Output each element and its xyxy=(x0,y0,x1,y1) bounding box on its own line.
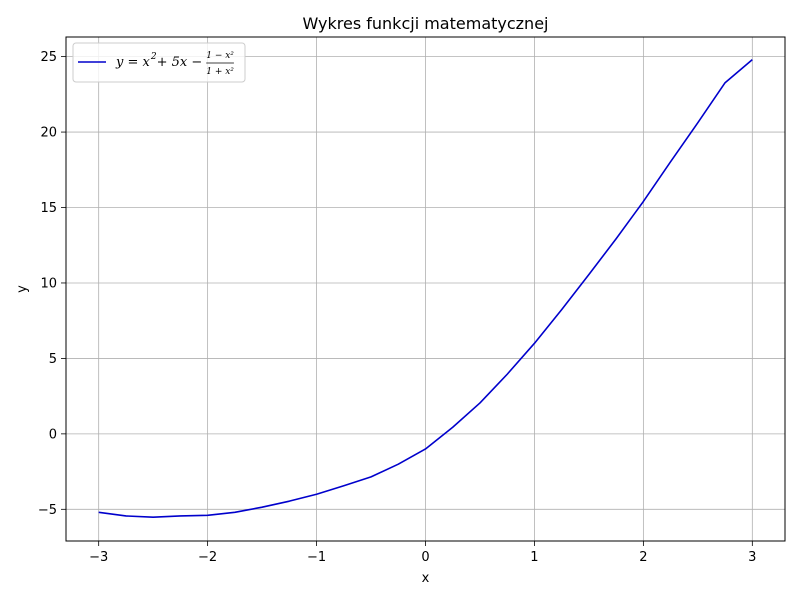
y-tick-label: 5 xyxy=(49,352,57,367)
y-tick-label: 0 xyxy=(49,427,57,442)
y-tick-label: −5 xyxy=(38,503,57,518)
x-tick-label: 1 xyxy=(530,550,538,565)
y-tick-label: 25 xyxy=(40,50,57,65)
legend-label-exponent: 2 xyxy=(150,52,157,62)
x-tick-label: −1 xyxy=(307,550,326,565)
y-axis-label: y xyxy=(15,285,30,293)
chart-title: Wykres funkcji matematycznej xyxy=(303,14,549,33)
x-tick-label: −2 xyxy=(198,550,217,565)
legend-label: y = x xyxy=(115,55,151,70)
x-tick-label: 2 xyxy=(639,550,647,565)
series-line xyxy=(98,59,753,518)
legend-box xyxy=(72,42,246,83)
y-tick-label: 15 xyxy=(40,201,57,216)
y-tick-label: 10 xyxy=(40,276,57,291)
x-tick-label: −3 xyxy=(89,550,108,565)
legend-label-middle: + 5x − xyxy=(157,55,203,70)
y-tick-label: 20 xyxy=(40,126,57,141)
legend-fraction-denominator: 1 + x² xyxy=(206,67,234,77)
grid xyxy=(66,37,785,541)
x-tick-label: 3 xyxy=(748,550,756,565)
series-layer xyxy=(98,59,753,518)
y-axis: −5 0 5 10 15 20 25 xyxy=(38,50,66,518)
legend-fraction-numerator: 1 − x² xyxy=(206,51,234,61)
x-tick-label: 0 xyxy=(421,550,429,565)
x-axis-label: x xyxy=(422,571,430,586)
x-axis: −3 −2 −1 0 1 2 3 xyxy=(89,541,756,565)
